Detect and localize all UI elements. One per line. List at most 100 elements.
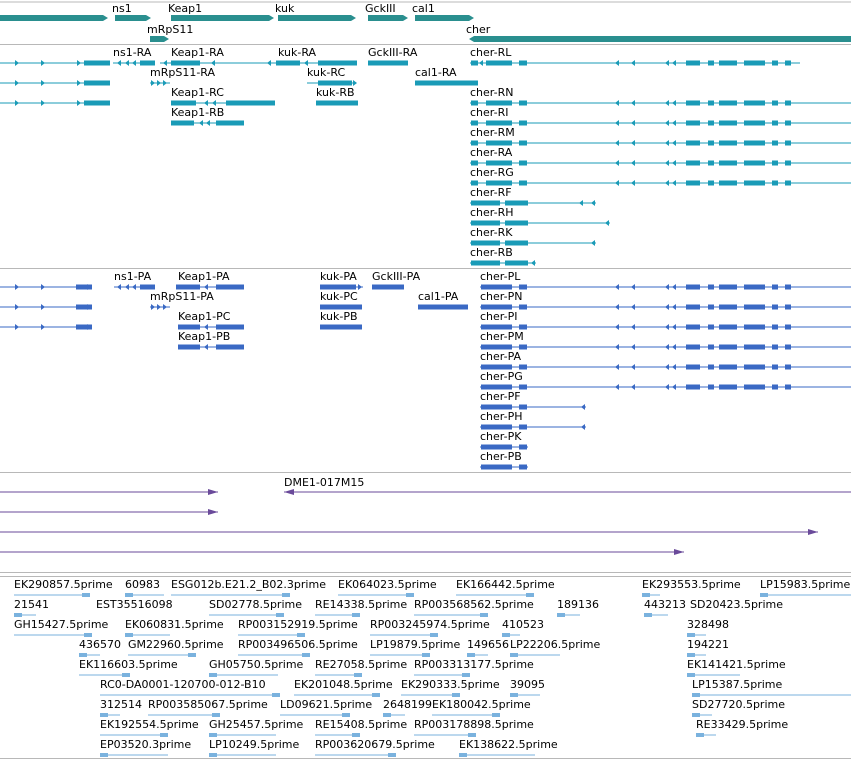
est-feature-13[interactable] [14,633,92,637]
est-feature-39[interactable] [383,713,405,717]
est-label[interactable]: SD20423.5prime [690,598,783,611]
est-label[interactable]: RE14338.5prime [315,598,407,611]
gene-label[interactable]: mRpS11 [147,23,193,36]
est-feature-35[interactable] [692,693,851,697]
protein-label[interactable]: cal1-PA [418,290,459,303]
est-label[interactable]: EK166442.5prime [456,578,555,591]
mrna-label[interactable]: cher-RA [470,146,513,159]
est-feature-34[interactable] [510,693,540,697]
mrna-label[interactable]: cher-RM [470,126,515,139]
protein-label[interactable]: cher-PI [480,310,517,323]
est-label[interactable]: 2648199 [383,698,432,711]
est-feature-36[interactable] [100,713,120,717]
est-feature-4[interactable] [456,593,534,597]
est-label[interactable]: RE15408.5prime [315,718,407,731]
est-label[interactable]: EST35516098 [96,598,173,611]
est-feature-21[interactable] [238,653,310,657]
protein-left-1[interactable] [0,284,92,290]
mrna-label[interactable]: ns1-RA [113,46,152,59]
est-feature-42[interactable] [100,733,168,737]
protein-label[interactable]: kuk-PC [320,290,358,303]
protein-label[interactable]: cher-PH [480,410,522,423]
est-label[interactable]: ESG012b.E21.2_B02.3prime [171,578,326,591]
mrna-cher-RH[interactable] [470,220,610,226]
est-label[interactable]: 189136 [557,598,599,611]
mrna-label[interactable]: kuk-RC [307,66,345,79]
mrna-cal1-RA[interactable] [415,80,478,86]
est-label[interactable]: RE33429.5prime [696,718,788,731]
est-label[interactable]: SD27720.5prime [692,698,785,711]
gene-GckIII[interactable] [368,15,408,21]
protein-label[interactable]: Keap1-PA [178,270,230,283]
mrna-cher-RL[interactable] [470,60,800,66]
mrna-label[interactable]: Keap1-RA [171,46,224,59]
est-label[interactable]: 312514 [100,698,142,711]
est-label[interactable]: RP003620679.5prime [315,738,435,751]
mrna-label[interactable]: cher-RF [470,186,512,199]
est-feature-44[interactable] [315,733,360,737]
gene-left[interactable] [0,15,108,21]
est-label[interactable]: RP003496506.5prime [238,638,358,651]
gene-mRpS11[interactable] [150,36,169,42]
mrna-cher-RA[interactable] [470,160,851,166]
clone-3[interactable] [0,529,818,535]
est-feature-47[interactable] [100,753,168,757]
mrna-label[interactable]: cher-RG [470,166,514,179]
est-label[interactable]: EP03520.3prime [100,738,191,751]
est-label[interactable]: RP003313177.5prime [414,658,534,671]
est-label[interactable]: EK138622.5prime [459,738,558,751]
mrna-label[interactable]: cal1-RA [415,66,457,79]
est-feature-27[interactable] [209,673,278,677]
est-label[interactable]: 328498 [687,618,729,631]
mrna-label[interactable]: Keap1-RB [171,106,224,119]
est-feature-20[interactable] [128,653,196,657]
est-label[interactable]: RC0-DA0001-120700-012-B10 [100,678,266,691]
gene-label[interactable]: cher [466,23,491,36]
est-label[interactable]: EK180042.5prime [432,698,531,711]
est-feature-17[interactable] [502,633,520,637]
est-label[interactable]: EK141421.5prime [687,658,786,671]
mrna-label[interactable]: mRpS11-RA [150,66,215,79]
est-feature-50[interactable] [459,753,535,757]
protein-label[interactable]: Keap1-PC [178,310,231,323]
protein-cher-PI[interactable] [480,324,851,330]
est-feature-40[interactable] [432,713,500,717]
protein-cher-PB[interactable] [480,464,528,470]
protein-left-2[interactable] [0,304,92,310]
est-feature-37[interactable] [148,713,220,717]
est-label[interactable]: 39095 [510,678,545,691]
est-label[interactable]: LP19879.5prime [370,638,461,651]
est-label[interactable]: 443213 [644,598,686,611]
est-label[interactable]: SD02778.5prime [209,598,302,611]
est-feature-12[interactable] [644,613,668,617]
mrna-Keap1-RC[interactable] [171,100,275,106]
est-label[interactable]: GH15427.5prime [14,618,109,631]
mrna-left-3[interactable] [0,100,110,106]
est-label[interactable]: 194221 [687,638,729,651]
est-feature-43[interactable] [209,733,276,737]
est-feature-30[interactable] [687,673,740,677]
mrna-cher-RN[interactable] [470,100,851,106]
est-label[interactable]: EK290333.5prime [401,678,500,691]
est-feature-18[interactable] [687,633,706,637]
protein-label[interactable]: kuk-PB [320,310,358,323]
mrna-label[interactable]: cher-RH [470,206,514,219]
protein-cher-PH[interactable] [480,424,586,430]
est-label[interactable]: EK116603.5prime [79,658,178,671]
est-feature-31[interactable] [100,693,280,697]
mrna-mRpS11-RA[interactable] [150,80,170,86]
est-feature-19[interactable] [79,653,100,657]
mrna-cher-RG[interactable] [470,180,851,186]
est-feature-2[interactable] [171,593,290,597]
est-feature-45[interactable] [414,733,476,737]
mrna-label[interactable]: GckIII-RA [368,46,418,59]
est-feature-33[interactable] [401,693,460,697]
protein-cher-PG[interactable] [480,384,851,390]
protein-Keap1-PB[interactable] [178,344,244,350]
gene-label[interactable]: kuk [275,2,295,15]
protein-label[interactable]: GckIII-PA [372,270,421,283]
protein-mRpS11-PA[interactable] [150,304,170,310]
mrna-kuk-RB[interactable] [316,100,358,106]
est-label[interactable]: RP003245974.5prime [370,618,490,631]
est-feature-32[interactable] [294,693,380,697]
